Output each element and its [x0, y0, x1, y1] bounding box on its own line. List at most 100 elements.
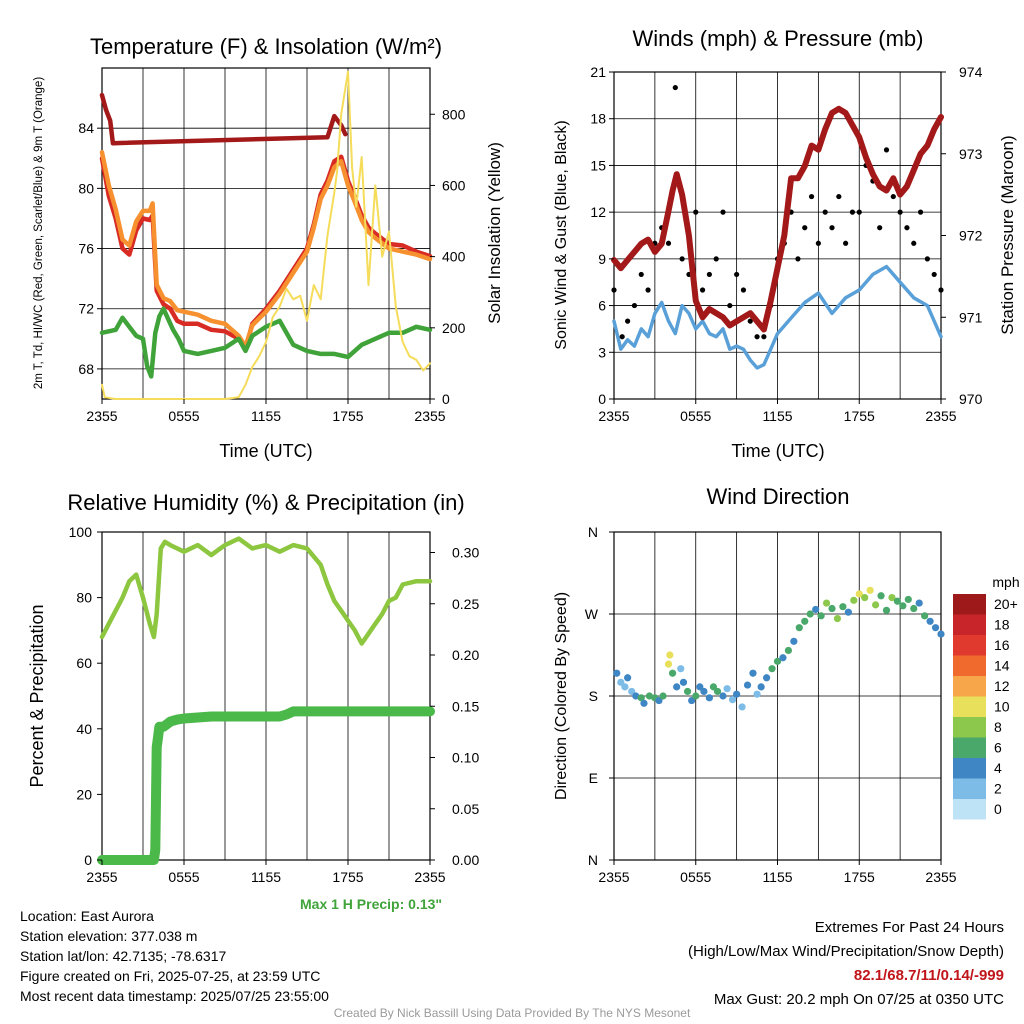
x-tick-label: 1155: [762, 869, 792, 885]
winds-panel: Winds (mph) & Pressure (mb) 2355 0555 1155…: [553, 26, 1017, 461]
y2-tick-label: 800: [442, 106, 466, 122]
y2-tick-label: 600: [442, 177, 466, 193]
legend-label: 8: [994, 719, 1002, 735]
y2-tick-label: 200: [442, 320, 466, 336]
direction-point: [784, 646, 793, 655]
direction-point: [833, 614, 842, 623]
gust-point: [938, 287, 944, 293]
y2-tick-label: 0.05: [452, 801, 479, 817]
x-tick-label: 2355: [925, 408, 956, 424]
direction-point: [679, 678, 688, 686]
gust-point: [611, 287, 617, 293]
direction-point: [666, 651, 674, 659]
y-axis-label-right: Station Pressure (Maroon): [998, 135, 1017, 334]
speed-legend: mph 20+ 18 16 14 12 10 8 6 4 2 0: [953, 574, 1020, 820]
direction-point: [683, 687, 692, 696]
y-axis-label-left: Sonic Wind & Gust (Blue, Black): [553, 120, 570, 349]
temperature-panel: Temperature (F) & Insolation (W/m²) 2355…: [33, 34, 504, 461]
gust-point: [843, 240, 849, 246]
x-tick-label: 1155: [762, 408, 792, 424]
direction-point: [872, 601, 880, 609]
credit-line: Created By Nick Bassill Using Data Provi…: [333, 1006, 691, 1020]
gust-point: [713, 256, 719, 262]
legend-swatch: [953, 594, 986, 615]
gust-point: [672, 84, 678, 91]
panel-title-temperature: Temperature (F) & Insolation (W/m²): [90, 34, 442, 59]
series-line-hi-wc: [99, 92, 348, 146]
x-tick-label: 2355: [86, 408, 117, 424]
gust-point: [754, 334, 760, 340]
legend-label: 18: [994, 617, 1010, 633]
legend-label: 14: [994, 658, 1010, 674]
direction-point: [866, 586, 874, 594]
direction-point: [640, 699, 648, 707]
direction-point: [753, 690, 761, 698]
direction-point: [795, 624, 803, 632]
y-tick-label: 60: [76, 655, 92, 671]
y-tick-label: W: [585, 606, 599, 622]
direction-point: [757, 683, 765, 691]
extremes-values: 82.1/68.7/11/0.14/-999: [853, 967, 1004, 984]
direction-point: [882, 606, 891, 614]
direction-point: [664, 660, 673, 668]
direction-point: [613, 669, 621, 677]
y-tick-label: 0: [84, 852, 92, 868]
y-tick-label: 15: [590, 157, 606, 173]
gust-point: [665, 240, 672, 246]
direction-point: [828, 604, 836, 613]
y-tick-label: 6: [598, 298, 606, 314]
direction-point: [910, 604, 918, 613]
y-tick-label: 9: [598, 251, 606, 267]
legend-swatch: [953, 676, 986, 697]
legend-label: 6: [994, 740, 1002, 756]
y2-tick-label: 0.30: [452, 545, 479, 561]
gust-point: [808, 193, 815, 200]
direction-point: [763, 674, 771, 682]
gust-point: [904, 225, 910, 231]
direction-point: [899, 602, 907, 610]
legend-swatch: [953, 655, 986, 676]
panel-title-winds: Winds (mph) & Pressure (mb): [633, 26, 924, 51]
y2-tick-label: 0.25: [452, 596, 479, 612]
direction-point: [877, 592, 885, 600]
y-tick-label: 80: [76, 590, 92, 606]
y2-tick-label: 0.15: [452, 698, 479, 714]
x-tick-label: 1755: [332, 408, 363, 424]
direction-point: [790, 637, 798, 645]
station-elevation: Station elevation: 377.038 m: [20, 928, 198, 944]
gust-point: [890, 193, 896, 200]
y-tick-label: 0: [598, 391, 606, 407]
direction-point: [904, 595, 912, 604]
y-axis-label-left: Percent & Precipitation: [27, 604, 47, 787]
legend-swatch: [953, 778, 986, 799]
y-tick-label: 80: [78, 180, 94, 196]
direction-point: [768, 665, 776, 673]
gust-point: [917, 209, 924, 215]
gust-point: [761, 334, 767, 340]
x-tick-label: 2355: [598, 869, 629, 885]
direction-point: [677, 665, 685, 673]
gust-point: [802, 225, 808, 231]
legend-label: 2: [994, 781, 1002, 797]
x-tick-label: 0555: [680, 408, 711, 424]
legend-swatch: [953, 758, 986, 779]
gust-point: [734, 271, 740, 278]
y-axis-label-left: Direction (Colored By Speed): [553, 592, 570, 800]
max-gust: Max Gust: 20.2 mph On 07/25 at 0350 UTC: [713, 991, 1004, 1008]
y2-tick-label: 0.20: [452, 647, 479, 663]
x-tick-label: 2355: [86, 869, 117, 885]
gust-point: [815, 240, 821, 246]
direction-point: [812, 605, 820, 614]
legend-label: 12: [994, 678, 1010, 694]
series-line-solar-insolation: [101, 70, 431, 400]
direction-point: [839, 603, 847, 611]
gust-point: [645, 287, 651, 293]
direction-point: [822, 599, 831, 607]
series-line-rh: [99, 536, 433, 646]
legend-label: 20+: [994, 596, 1018, 612]
direction-point: [645, 692, 654, 700]
y-axis-label-left: 2m T, Td, HI/WC (Red, Green, Scarlet/Blu…: [33, 77, 45, 389]
y-tick-label: 76: [78, 241, 94, 257]
direction-point: [915, 599, 923, 607]
